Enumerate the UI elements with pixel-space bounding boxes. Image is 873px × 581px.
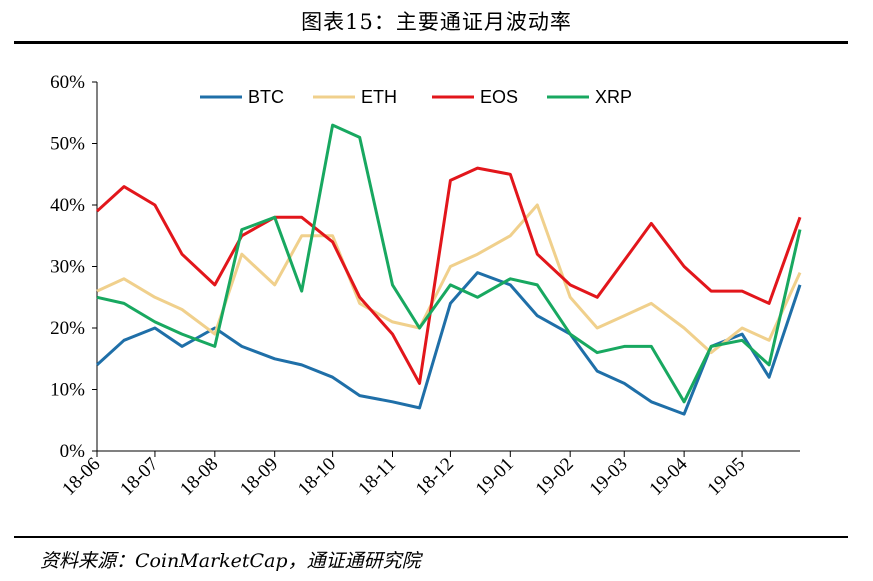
legend-label-eth: ETH (361, 87, 397, 107)
legend-label-xrp: XRP (595, 87, 632, 107)
x-tick-label: 18-09 (236, 454, 282, 500)
y-tick-label: 40% (50, 195, 85, 216)
title-rule (14, 41, 848, 44)
legend-label-eos: EOS (480, 87, 518, 107)
x-tick-label: 18-10 (294, 454, 340, 500)
footer-rule (14, 536, 848, 538)
x-tick-label: 18-07 (116, 454, 162, 500)
series-line-eos (95, 166, 802, 385)
x-tick-label: 19-03 (586, 454, 632, 500)
x-tick-label: 19-01 (472, 454, 518, 500)
x-tick-label: 18-11 (354, 454, 400, 500)
x-tick-label: 19-05 (703, 454, 749, 500)
y-tick-label: 20% (50, 318, 85, 339)
source-note: 资料来源：CoinMarketCap，通证通研究院 (40, 550, 421, 572)
y-tick-label: 50% (50, 134, 85, 155)
x-tick-label: 18-08 (176, 454, 222, 500)
y-tick-label: 0% (60, 441, 86, 462)
y-tick-label: 30% (50, 257, 85, 278)
y-tick-label: 60% (50, 72, 85, 93)
series-line-btc (95, 271, 802, 416)
x-tick-label: 19-02 (532, 454, 578, 500)
x-tick-label: 18-12 (412, 454, 458, 500)
series-line-xrp (96, 123, 802, 404)
series-line-eth (96, 203, 802, 355)
legend-label-btc: BTC (248, 87, 284, 107)
chart-title: 图表15：主要通证月波动率 (301, 10, 572, 34)
y-tick-label: 10% (50, 380, 85, 401)
x-tick-label: 19-04 (645, 453, 692, 500)
